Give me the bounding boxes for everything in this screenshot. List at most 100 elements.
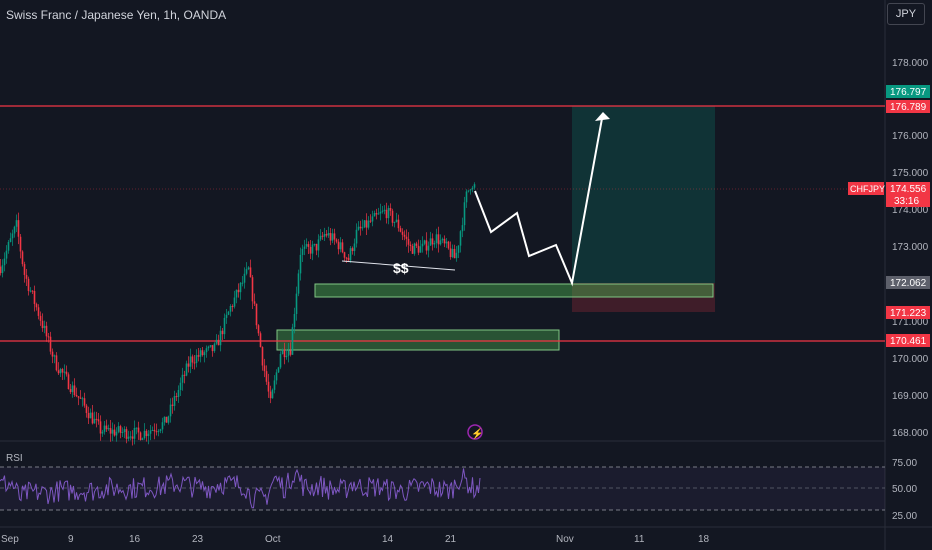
candle (109, 428, 112, 434)
candle (463, 202, 466, 226)
svg-text:CHFJPY: CHFJPY (850, 184, 885, 194)
candle (239, 282, 242, 293)
rsi-tick: 75.00 (892, 458, 917, 469)
candle (125, 429, 128, 439)
candle (379, 211, 382, 214)
candle (93, 418, 96, 424)
chart-title: Swiss Franc / Japanese Yen, 1h, OANDA (6, 8, 227, 22)
svg-text:176.797: 176.797 (890, 87, 927, 98)
candle (257, 325, 260, 334)
candle (307, 244, 310, 247)
svg-text:171.223: 171.223 (890, 308, 927, 319)
candle (267, 381, 270, 392)
currency-button[interactable]: JPY (887, 3, 925, 25)
projected-path-arrowhead (595, 112, 610, 121)
candle (155, 431, 158, 433)
candle (149, 430, 152, 434)
candle (391, 210, 394, 223)
candle (429, 238, 432, 246)
candle (437, 234, 440, 245)
y-tick: 170.000 (892, 354, 929, 365)
demand-zone-lower[interactable] (276, 329, 560, 351)
y-tick: 169.000 (892, 391, 929, 402)
candle (11, 233, 14, 239)
candle (51, 351, 54, 357)
candle (21, 251, 24, 265)
candle (441, 238, 444, 241)
candle (33, 291, 36, 304)
candle (283, 349, 286, 358)
candle (461, 225, 464, 232)
candle (439, 240, 442, 245)
candle (303, 246, 306, 249)
candle (67, 374, 70, 390)
candle (83, 398, 86, 406)
candle (245, 269, 248, 274)
candle (337, 241, 340, 250)
candle (435, 234, 438, 244)
candle (335, 239, 338, 242)
candle (355, 229, 358, 244)
demand-zone-upper[interactable] (314, 283, 714, 298)
candle (369, 220, 372, 222)
candle (269, 391, 272, 399)
candle (447, 241, 450, 249)
candle (121, 432, 124, 434)
candle (203, 352, 206, 356)
candle (455, 252, 458, 259)
candle (219, 330, 222, 346)
candle (47, 336, 50, 338)
candle (53, 355, 56, 357)
price-marker-stop: 171.223 (886, 306, 930, 319)
candle (311, 244, 314, 254)
candle (137, 427, 140, 433)
candle (115, 431, 118, 436)
candle (77, 396, 80, 398)
candle (205, 348, 208, 353)
position-target-zone[interactable] (572, 106, 715, 283)
candle (9, 238, 12, 242)
candle (251, 277, 254, 302)
candle (19, 236, 22, 252)
projected-path[interactable] (474, 112, 604, 287)
candle (465, 191, 468, 203)
candle (117, 426, 120, 432)
liquidity-annotation: $$ (393, 260, 409, 276)
y-tick: 173.000 (892, 242, 929, 253)
candle (445, 241, 448, 244)
candle (237, 289, 240, 293)
candle (195, 355, 198, 363)
candle (381, 210, 384, 212)
candle (341, 242, 344, 253)
candle (189, 356, 192, 367)
candle (177, 389, 180, 397)
candle (399, 228, 402, 232)
candle (453, 248, 456, 259)
x-tick: 21 (445, 534, 457, 545)
event-marker[interactable] (467, 424, 483, 440)
candle (5, 250, 8, 259)
svg-text:176.789: 176.789 (890, 102, 927, 113)
candle (393, 221, 396, 223)
candle (229, 306, 232, 312)
candle (231, 306, 234, 308)
candle (119, 426, 122, 433)
candle (353, 243, 356, 252)
candle (371, 216, 374, 222)
candle (377, 213, 380, 215)
candle (451, 248, 454, 258)
candle (385, 209, 388, 219)
candle (89, 412, 92, 419)
candle (373, 213, 376, 217)
candle (181, 374, 184, 383)
candle (241, 282, 244, 284)
candle (81, 398, 84, 400)
liquidity-trendline[interactable] (341, 260, 456, 271)
candle (141, 438, 144, 440)
candle (187, 363, 190, 367)
candle (157, 430, 160, 432)
candle (107, 428, 110, 430)
candle (339, 242, 342, 250)
candle (3, 258, 6, 266)
